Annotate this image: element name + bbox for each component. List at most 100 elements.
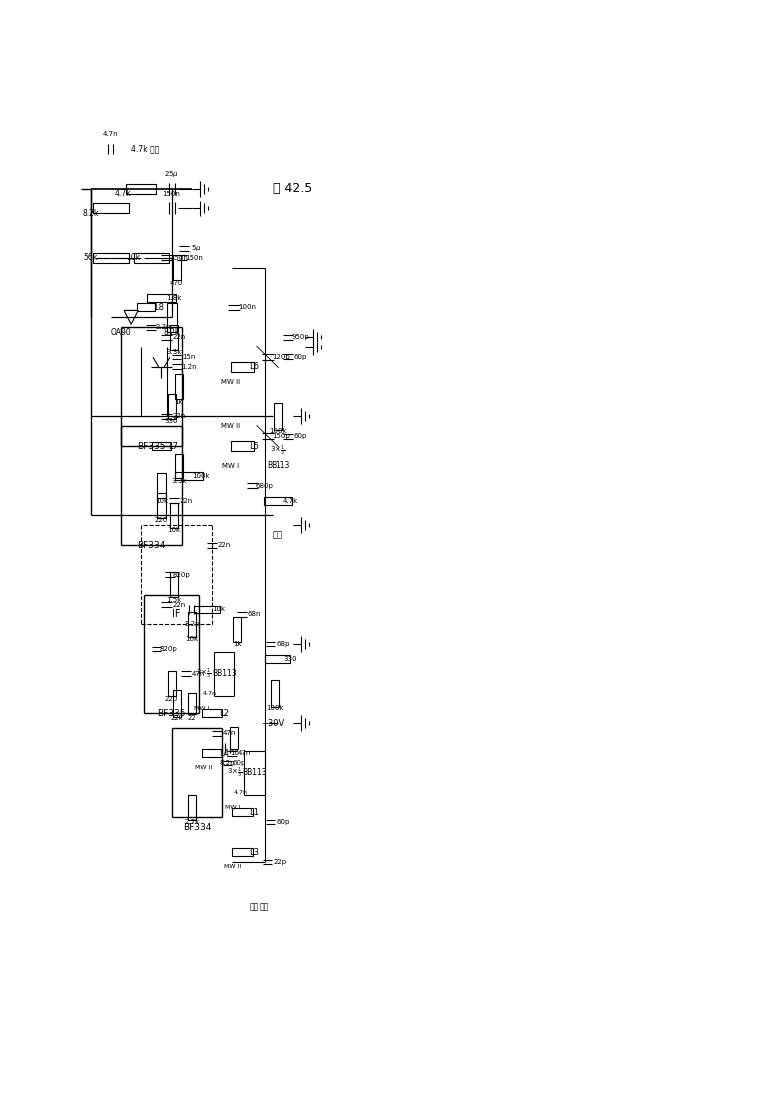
- Text: 1.2n: 1.2n: [181, 364, 197, 370]
- Text: BF334: BF334: [137, 541, 166, 549]
- Text: 330: 330: [165, 418, 178, 424]
- Text: MW II: MW II: [220, 423, 240, 430]
- Text: 22: 22: [187, 715, 196, 722]
- Bar: [202, 709, 222, 717]
- Bar: [170, 325, 177, 350]
- Text: 60p: 60p: [293, 354, 306, 360]
- Text: 调谐: 调谐: [273, 531, 283, 539]
- Text: 5$\mu$: 5$\mu$: [190, 243, 201, 253]
- Bar: [202, 749, 222, 757]
- Text: 100n: 100n: [238, 304, 257, 311]
- Text: 22n: 22n: [179, 497, 193, 504]
- Text: 68p: 68p: [276, 642, 290, 647]
- Bar: [137, 303, 155, 312]
- Bar: [167, 394, 176, 418]
- Text: 3.3k: 3.3k: [166, 349, 181, 355]
- Text: 68n: 68n: [248, 612, 261, 617]
- Text: 8.2k: 8.2k: [164, 327, 180, 336]
- Text: 天线: 天线: [260, 902, 270, 911]
- Text: 外接: 外接: [250, 902, 259, 911]
- Text: MW II: MW II: [195, 766, 213, 770]
- Text: 150n: 150n: [170, 255, 187, 261]
- Text: BF334: BF334: [183, 823, 211, 831]
- Text: 3.3k: 3.3k: [171, 477, 187, 484]
- Text: 56k: 56k: [84, 253, 98, 262]
- Bar: [134, 253, 169, 263]
- Text: 4.7n: 4.7n: [203, 692, 217, 696]
- Bar: [265, 655, 290, 663]
- Bar: [157, 493, 166, 518]
- Text: MW II: MW II: [223, 865, 241, 869]
- Bar: [270, 679, 279, 707]
- Text: BF335: BF335: [157, 709, 186, 718]
- Bar: [273, 403, 282, 431]
- Text: L1: L1: [250, 808, 260, 817]
- Text: IF: IF: [172, 609, 181, 619]
- Bar: [174, 374, 183, 398]
- Text: 10k: 10k: [155, 497, 168, 504]
- Bar: [230, 727, 238, 749]
- Text: 1.5k: 1.5k: [166, 596, 181, 603]
- Bar: [173, 689, 180, 717]
- Text: 150n: 150n: [163, 191, 180, 196]
- Bar: [170, 503, 177, 527]
- Text: 4.7n: 4.7n: [103, 131, 119, 138]
- Text: 100k: 100k: [192, 473, 210, 478]
- Text: 470: 470: [170, 280, 184, 285]
- Text: 25$\mu$: 25$\mu$: [164, 169, 179, 179]
- Text: 10k: 10k: [167, 527, 180, 533]
- Text: 820p: 820p: [160, 646, 177, 652]
- Bar: [232, 808, 253, 817]
- Bar: [170, 573, 177, 597]
- Bar: [174, 454, 183, 478]
- Text: 4.7k: 4.7k: [283, 497, 297, 504]
- Text: 60p: 60p: [233, 760, 246, 766]
- Text: 4.7k 低频: 4.7k 低频: [131, 144, 160, 153]
- Text: 60p: 60p: [293, 433, 306, 440]
- Text: 820p: 820p: [173, 572, 190, 578]
- Text: L7: L7: [169, 442, 179, 451]
- Text: 3×$\frac{1}{3}$: 3×$\frac{1}{3}$: [197, 667, 212, 680]
- Text: 8.2p: 8.2p: [184, 622, 200, 627]
- Text: 22n: 22n: [172, 334, 185, 340]
- Text: 2.7k: 2.7k: [184, 819, 200, 826]
- Text: BB113: BB113: [242, 768, 266, 777]
- Text: 220: 220: [155, 517, 168, 523]
- Text: 22k: 22k: [170, 715, 183, 722]
- Text: 100k: 100k: [269, 428, 286, 434]
- Text: 10k: 10k: [213, 606, 226, 613]
- Text: 8.2k: 8.2k: [82, 209, 99, 218]
- Bar: [174, 472, 203, 480]
- Text: 22n: 22n: [217, 542, 231, 548]
- Text: L6: L6: [250, 362, 260, 372]
- Text: 8.2p: 8.2p: [220, 760, 235, 766]
- Text: MW I: MW I: [224, 805, 240, 810]
- Text: 47n: 47n: [223, 730, 236, 736]
- Bar: [157, 473, 166, 498]
- Bar: [263, 496, 292, 505]
- Text: 220: 220: [165, 696, 178, 702]
- Text: 3×$\frac{1}{3}$: 3×$\frac{1}{3}$: [270, 444, 286, 458]
- Text: OA90: OA90: [111, 327, 131, 336]
- Bar: [93, 253, 128, 263]
- Text: 22p: 22p: [273, 859, 286, 865]
- Text: MW II: MW II: [220, 379, 240, 385]
- Bar: [188, 693, 196, 715]
- Text: 10k: 10k: [185, 636, 198, 643]
- Text: 22n: 22n: [172, 413, 185, 420]
- Bar: [188, 612, 196, 637]
- Bar: [167, 303, 177, 332]
- Text: 120p: 120p: [272, 354, 290, 360]
- Text: 10: 10: [230, 750, 239, 756]
- Bar: [147, 293, 176, 302]
- Text: 47n: 47n: [191, 670, 204, 677]
- Text: 4.7n: 4.7n: [233, 790, 247, 795]
- Bar: [93, 203, 128, 213]
- Text: L2: L2: [219, 709, 229, 718]
- Text: L3: L3: [250, 848, 260, 857]
- Bar: [188, 795, 196, 820]
- Text: BB113: BB113: [212, 669, 237, 678]
- Bar: [152, 442, 170, 450]
- Text: 680p: 680p: [256, 483, 273, 488]
- Text: 3×$\frac{1}{3}$: 3×$\frac{1}{3}$: [227, 766, 242, 780]
